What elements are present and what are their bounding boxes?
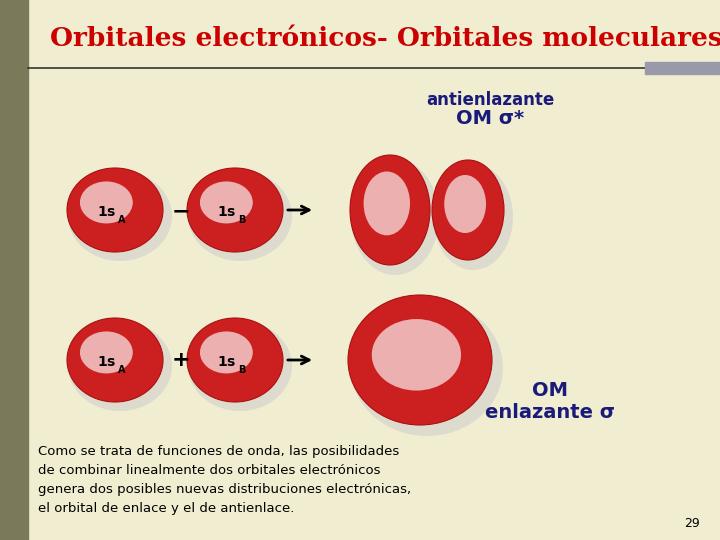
Text: 29: 29 [684, 517, 700, 530]
Text: $\mathbf{A}$: $\mathbf{A}$ [117, 363, 127, 375]
Text: $\mathbf{1s}$: $\mathbf{1s}$ [217, 355, 237, 369]
Text: de combinar linealmente dos orbitales electrónicos: de combinar linealmente dos orbitales el… [38, 464, 380, 477]
Text: $\mathbf{1s}$: $\mathbf{1s}$ [97, 355, 117, 369]
Ellipse shape [348, 295, 492, 425]
Ellipse shape [200, 181, 253, 224]
Bar [645, 62, 720, 74]
Ellipse shape [188, 321, 292, 411]
Text: $\mathbf{A}$: $\mathbf{A}$ [117, 213, 127, 225]
Ellipse shape [364, 172, 410, 235]
Text: OM: OM [532, 381, 568, 400]
Ellipse shape [68, 321, 172, 411]
Ellipse shape [444, 175, 486, 233]
Ellipse shape [350, 155, 430, 265]
Text: el orbital de enlace y el de antienlace.: el orbital de enlace y el de antienlace. [38, 502, 294, 515]
Text: Orbitales electrónicos- Orbitales moleculares: Orbitales electrónicos- Orbitales molecu… [50, 25, 720, 51]
Text: $\mathbf{-}$: $\mathbf{-}$ [171, 200, 189, 220]
Text: antienlazante: antienlazante [426, 91, 554, 109]
Text: $\mathbf{+}$: $\mathbf{+}$ [171, 350, 189, 370]
Ellipse shape [351, 300, 503, 436]
Ellipse shape [372, 319, 461, 390]
Ellipse shape [80, 181, 132, 224]
Text: OM σ*: OM σ* [456, 109, 524, 127]
Ellipse shape [433, 164, 513, 270]
Ellipse shape [200, 332, 253, 374]
Ellipse shape [351, 159, 439, 275]
Ellipse shape [188, 171, 292, 261]
Ellipse shape [67, 168, 163, 252]
Text: $\mathbf{B}$: $\mathbf{B}$ [238, 363, 246, 375]
Ellipse shape [432, 160, 504, 260]
Text: Como se trata de funciones de onda, las posibilidades: Como se trata de funciones de onda, las … [38, 445, 400, 458]
Text: genera dos posibles nuevas distribuciones electrónicas,: genera dos posibles nuevas distribucione… [38, 483, 411, 496]
Ellipse shape [67, 318, 163, 402]
Text: $\mathbf{B}$: $\mathbf{B}$ [238, 213, 246, 225]
Ellipse shape [80, 332, 132, 374]
Ellipse shape [68, 171, 172, 261]
Ellipse shape [187, 168, 283, 252]
Text: $\mathbf{1s}$: $\mathbf{1s}$ [97, 205, 117, 219]
Bar [0, 0, 28, 540]
Text: $\mathbf{1s}$: $\mathbf{1s}$ [217, 205, 237, 219]
Ellipse shape [187, 318, 283, 402]
Text: enlazante σ: enlazante σ [485, 402, 615, 422]
